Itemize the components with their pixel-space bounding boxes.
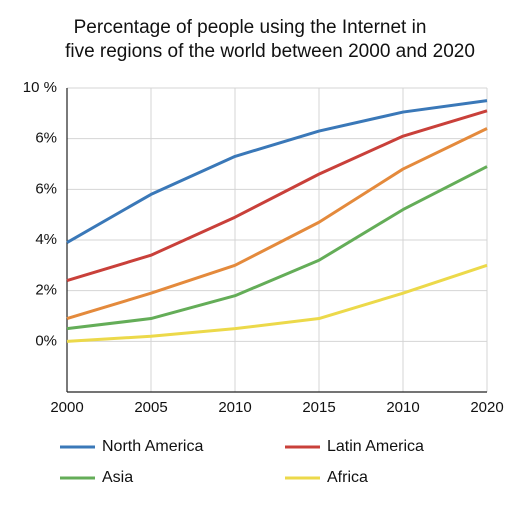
legend-label: Asia <box>102 469 133 486</box>
y-tick-label: 10 % <box>23 79 57 96</box>
series-line <box>66 165 488 331</box>
chart-title: five regions of the world between 2000 a… <box>65 41 475 62</box>
series-line <box>66 263 488 343</box>
y-tick-label: 0% <box>35 332 57 349</box>
y-tick-label: 2% <box>35 282 57 299</box>
x-tick-label: 2005 <box>134 399 167 416</box>
series-line <box>66 127 488 320</box>
x-tick-label: 2010 <box>386 399 419 416</box>
series-line <box>66 109 488 282</box>
legend-label: North America <box>102 438 203 455</box>
y-tick-label: 4% <box>35 231 57 248</box>
x-tick-label: 2015 <box>302 399 335 416</box>
y-tick-label: 6% <box>35 130 57 147</box>
x-tick-label: 2010 <box>218 399 251 416</box>
x-tick-label: 2020 <box>470 399 503 416</box>
series-line <box>66 99 488 244</box>
chart-title: Percentage of people using the Internet … <box>74 17 427 38</box>
y-tick-label: 6% <box>35 180 57 197</box>
legend-label: Latin America <box>327 438 424 455</box>
legend-label: Africa <box>327 469 368 486</box>
x-tick-label: 2000 <box>50 399 83 416</box>
